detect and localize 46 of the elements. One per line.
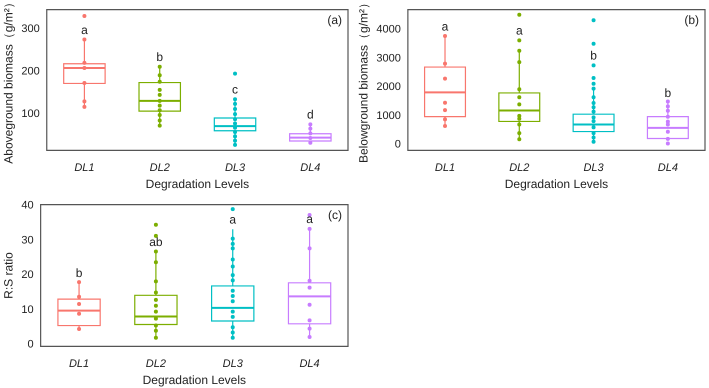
x-tick-label: DL1 [434,162,456,174]
annotation: (b) [684,12,699,27]
x-tick-label: DL3 [583,162,605,174]
y-axis-title: Belowground biomass（g/m²） [356,0,371,164]
x-tick-label: DL2 [509,162,530,174]
y-tick-label: 0 [28,338,34,351]
y-tick-label: 300 [21,22,40,35]
y-tick-label: 200 [21,66,40,78]
annotation: b [156,50,164,64]
annotation: b [76,266,83,280]
y-tick-label: 1000 [376,110,401,122]
annotation: a [81,22,88,37]
y-tick-label: 40 [21,200,34,212]
annotation: a [442,19,449,34]
annotation: b [664,86,672,100]
annotation: d [307,108,314,122]
y-tick-label: 10 [21,304,34,316]
annotation: (a) [327,12,342,27]
x-axis-title: Degradation Levels [142,373,246,388]
annotation: a [306,212,314,226]
y-tick-label: 100 [21,108,40,120]
y-tick-label: 30 [21,234,34,246]
annotation: a [516,24,523,38]
x-tick-label: DL4 [658,162,678,174]
y-tick-label: 0 [394,138,401,151]
annotation: c [232,82,238,97]
annotation: ab [149,235,163,250]
x-tick-label: DL4 [300,162,320,174]
x-axis-title: Degradation Levels [504,177,608,192]
x-tick-label: DL2 [150,162,170,174]
y-tick-label: 2000 [376,81,401,94]
y-axis-title: R:S ratio [2,252,16,299]
x-tick-label: DL2 [146,358,166,370]
x-tick-label: DL4 [299,358,320,370]
x-axis-title: Degradation Levels [146,177,250,192]
x-tick-label: DL3 [222,358,244,370]
x-tick-label: DL3 [224,162,246,174]
y-axis-title: Aboveground biomass（g/m²） [2,0,16,164]
y-tick-label: 3000 [376,52,401,64]
annotation: (c) [328,208,342,222]
x-tick-label: DL1 [68,358,90,370]
y-tick-label: 20 [21,269,34,282]
annotation: b [590,48,598,63]
y-tick-label: 4000 [376,24,401,36]
x-tick-label: DL1 [74,162,95,174]
annotation: a [229,212,236,227]
